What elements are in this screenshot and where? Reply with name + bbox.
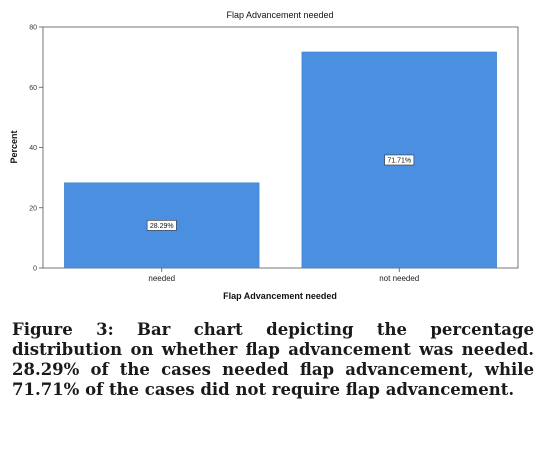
- data-label-box: [146, 220, 177, 231]
- data-label-box: [384, 154, 415, 166]
- y-tick-label: 0: [33, 266, 37, 273]
- chart-canvas: Flap Advancement needed 0 20 40 60 80 28.29%…: [9, 10, 519, 301]
- bar-chart: Flap Advancement needed 0 20 40 60 80 28.29%…: [9, 10, 519, 301]
- x-tick-label: needed: [148, 274, 175, 283]
- y-tick-label: 80: [29, 25, 37, 32]
- bars-group: 28.29% 71.71%: [64, 51, 497, 269]
- data-label: 71.71%: [387, 157, 411, 164]
- x-axis: needed not needed: [148, 268, 419, 283]
- figure-caption: Figure 3: Bar chart depicting the percen…: [12, 320, 534, 399]
- y-axis-label: Percent: [9, 130, 19, 163]
- y-axis: 0 20 40 60 80: [29, 25, 43, 273]
- chart-title: Flap Advancement needed: [226, 10, 333, 20]
- x-tick-label: not needed: [379, 274, 419, 283]
- y-tick-label: 60: [29, 85, 37, 92]
- data-label: 28.29%: [150, 223, 174, 230]
- x-axis-label: Flap Advancement needed: [223, 291, 337, 301]
- y-tick-label: 20: [29, 205, 37, 212]
- y-tick-label: 40: [29, 145, 37, 152]
